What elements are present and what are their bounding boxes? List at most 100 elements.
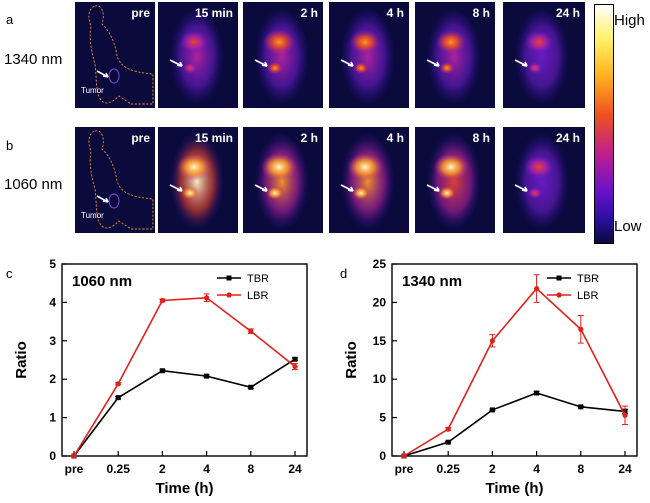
x-tick-label: pre: [395, 462, 414, 476]
series-line-tbr: [73, 358, 296, 457]
data-point-lbr: [534, 285, 540, 292]
legend-label-tbr: TBR: [247, 273, 269, 285]
legend-marker: [556, 292, 562, 298]
x-tick-label: 2: [489, 462, 496, 476]
legend-marker: [226, 292, 232, 298]
x-tick-label: 0.25: [107, 462, 131, 476]
series-line-lbr: [73, 296, 296, 457]
legend-marker: [226, 275, 232, 281]
tumor-label: Tumor: [81, 86, 104, 95]
data-point-tbr: [489, 407, 495, 413]
x-tick-label: 4: [533, 462, 540, 476]
x-tick-label: 24: [618, 462, 632, 476]
time-label: 4 h: [386, 6, 404, 20]
nir-image-1060-24h: 24 h: [503, 127, 585, 233]
data-point-tbr: [204, 373, 210, 379]
row-label-1060: 1060 nm: [4, 176, 63, 193]
y-tick-label: 10: [373, 372, 387, 386]
y-tick-label: 4: [49, 295, 56, 309]
time-label: pre: [131, 131, 150, 145]
panel-letter-d: d: [340, 266, 348, 281]
legend-label-tbr: TBR: [577, 273, 599, 285]
x-axis-label: Time (h): [485, 480, 543, 497]
y-tick-label: 3: [49, 334, 56, 348]
time-label: 15 min: [194, 6, 233, 20]
x-tick-label: 0.25: [437, 462, 461, 476]
legend-label-lbr: LBR: [577, 290, 598, 302]
tumor-label: Tumor: [81, 211, 104, 220]
time-label: 2 h: [300, 6, 318, 20]
x-tick-label: 8: [247, 462, 254, 476]
time-label: 15 min: [194, 131, 233, 145]
nir-image-1340-24h: 24 h: [503, 2, 585, 108]
data-point-lbr: [578, 326, 584, 332]
x-tick-label: pre: [65, 462, 84, 476]
nir-image-1340-pre: pre Tumor: [75, 2, 155, 108]
row-label-1340: 1340 nm: [4, 51, 63, 68]
y-axis-label: Ratio: [13, 341, 30, 379]
x-tick-label: 24: [288, 462, 302, 476]
nir-image-1340-8h: 8 h: [415, 2, 495, 108]
y-tick-label: 20: [373, 295, 387, 309]
nir-image-1340-4h: 4 h: [329, 2, 409, 108]
colorbar: [594, 4, 614, 244]
inset-wavelength-label: 1340 nm: [402, 273, 462, 290]
time-label: 8 h: [472, 6, 490, 20]
time-label: pre: [131, 6, 150, 20]
x-axis-label: Time (h): [155, 480, 213, 497]
data-point-lbr: [292, 363, 298, 370]
data-point-lbr: [248, 328, 254, 334]
panel-letter-c: c: [6, 266, 13, 281]
data-point-lbr: [489, 338, 495, 344]
time-label: 2 h: [300, 131, 318, 145]
plot-frame: [391, 263, 638, 457]
y-axis-label: Ratio: [343, 341, 360, 379]
y-tick-label: 5: [49, 257, 56, 271]
series-line-lbr: [403, 287, 626, 457]
y-tick-label: 0: [379, 449, 386, 463]
nir-image-1340-2h: 2 h: [243, 2, 323, 108]
time-label: 4 h: [386, 131, 404, 145]
time-label: 8 h: [472, 131, 490, 145]
data-point-lbr: [401, 453, 407, 459]
data-point-lbr: [622, 412, 628, 418]
data-point-tbr: [578, 404, 584, 410]
inset-wavelength-label: 1060 nm: [72, 273, 132, 290]
nir-image-1340-15min: 15 min: [158, 2, 238, 108]
data-point-lbr: [71, 453, 77, 459]
nir-image-1060-15min: 15 min: [158, 127, 238, 233]
y-tick-label: 0: [49, 449, 56, 463]
legend-marker: [556, 275, 562, 281]
data-point-tbr: [445, 439, 451, 445]
y-tick-label: 2: [49, 372, 56, 386]
y-tick-label: 25: [373, 257, 387, 271]
nir-image-1060-8h: 8 h: [415, 127, 495, 233]
data-point-lbr: [204, 295, 210, 301]
legend-label-lbr: LBR: [247, 290, 268, 302]
colorbar-high-label: High: [614, 12, 645, 29]
panel-letter-b: b: [6, 138, 14, 153]
data-point-tbr: [248, 384, 254, 390]
colorbar-low-label: Low: [614, 218, 642, 235]
data-point-tbr: [534, 390, 540, 396]
data-point-tbr: [292, 356, 298, 362]
series-line-tbr: [403, 392, 626, 457]
x-tick-label: 2: [159, 462, 166, 476]
x-tick-label: 4: [203, 462, 210, 476]
nir-image-1060-2h: 2 h: [243, 127, 323, 233]
data-point-tbr: [115, 395, 121, 401]
y-tick-label: 5: [379, 411, 386, 425]
time-label: 24 h: [555, 131, 580, 145]
y-tick-label: 15: [373, 334, 387, 348]
plot-frame: [61, 263, 308, 457]
data-point-lbr: [115, 381, 121, 387]
data-point-lbr: [445, 426, 451, 432]
nir-image-1060-pre: pre Tumor: [75, 127, 155, 233]
data-point-lbr: [159, 297, 165, 304]
x-tick-label: 8: [577, 462, 584, 476]
data-point-tbr: [159, 368, 165, 374]
nir-image-1060-4h: 4 h: [329, 127, 409, 233]
y-tick-label: 1: [49, 411, 56, 425]
